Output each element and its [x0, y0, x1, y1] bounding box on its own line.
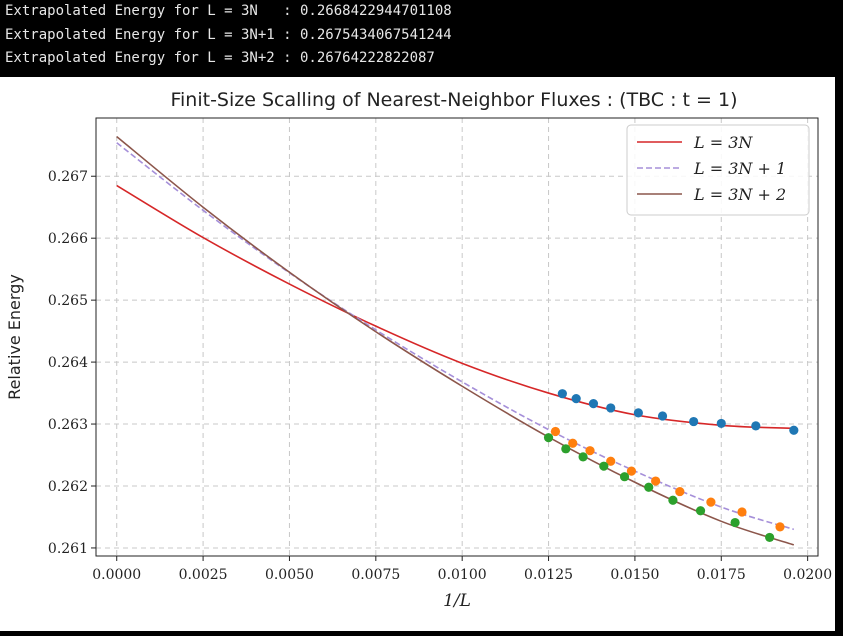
- data-point-series-0: [571, 394, 581, 404]
- console-line-3n2: Extrapolated Energy for L = 3N+2 : 0.267…: [5, 50, 435, 66]
- chart-title: Finit-Size Scalling of Nearest-Neighbor …: [170, 89, 737, 111]
- data-point-series-1: [775, 522, 785, 532]
- legend-label-2: L = 3N + 2: [693, 185, 786, 204]
- x-tick-label: 0.0150: [610, 567, 659, 583]
- data-point-series-2: [668, 495, 678, 505]
- x-tick-label: 0.0050: [265, 567, 314, 583]
- legend-label-1: L = 3N + 1: [693, 159, 786, 178]
- x-tick-label: 0.0175: [697, 567, 746, 583]
- data-point-series-0: [789, 425, 799, 435]
- data-point-series-1: [550, 426, 561, 437]
- x-tick-label: 0.0100: [438, 567, 487, 583]
- data-point-series-0: [557, 389, 567, 399]
- y-tick-label: 0.264: [48, 355, 88, 371]
- x-tick-label: 0.0025: [179, 567, 228, 583]
- data-point-series-0: [689, 416, 699, 427]
- y-tick-label: 0.263: [48, 417, 88, 433]
- ticks: 0.0000 0.0025 0.0050 0.0075 0.0100 0.0125 0.01…: [48, 169, 832, 583]
- data-point-series-1: [675, 486, 685, 497]
- y-axis-label: Relative Energy: [5, 274, 24, 400]
- data-point-series-2: [543, 433, 554, 443]
- y-tick-label: 0.262: [48, 479, 88, 495]
- legend: L = 3N L = 3N + 1 L = 3N + 2: [626, 124, 810, 216]
- data-point-series-1: [606, 456, 616, 466]
- chart-svg: Finit-Size Scalling of Nearest-Neighbor …: [5, 89, 832, 611]
- data-point-series-0: [716, 418, 726, 429]
- plot-frame: [95, 117, 819, 557]
- data-point-series-1: [585, 446, 595, 456]
- console-output: Extrapolated Energy for L = 3N : 0.26684…: [0, 0, 843, 76]
- x-axis-label: 1/L: [443, 591, 471, 611]
- data-point-series-0: [633, 408, 643, 418]
- legend-label-0: L = 3N: [693, 133, 753, 152]
- data-point-series-0: [588, 398, 599, 409]
- data-point-series-1: [568, 438, 578, 448]
- data-point-series-1: [626, 466, 637, 476]
- data-point-series-2: [644, 482, 654, 492]
- data-point-series-1: [737, 507, 747, 517]
- x-tick-label: 0.0200: [783, 567, 832, 583]
- x-tick-label: 0.0075: [351, 567, 400, 583]
- y-tick-label: 0.265: [48, 293, 88, 309]
- data-point-series-2: [695, 506, 706, 516]
- data-point-series-0: [657, 411, 668, 421]
- console-line-3n: Extrapolated Energy for L = 3N : 0.26684…: [5, 3, 452, 19]
- data-point-series-1: [706, 497, 716, 507]
- data-point-series-2: [730, 517, 740, 528]
- y-tick-label: 0.261: [48, 541, 88, 557]
- data-point-series-0: [751, 421, 761, 431]
- console-line-3n1: Extrapolated Energy for L = 3N+1 : 0.267…: [5, 26, 452, 43]
- series-line-2: [116, 135, 795, 546]
- data-point-series-2: [765, 532, 775, 543]
- chart-figure: Finit-Size Scalling of Nearest-Neighbor …: [0, 77, 835, 631]
- data-point-series-2: [619, 472, 630, 482]
- data-point-series-2: [561, 444, 571, 454]
- series-layer: [116, 135, 799, 546]
- data-point-series-0: [606, 403, 616, 413]
- x-tick-label: 0.0000: [92, 567, 141, 583]
- x-tick-label: 0.0125: [524, 567, 573, 583]
- legend-box: [626, 124, 810, 216]
- data-point-series-2: [578, 452, 588, 462]
- series-line-0: [116, 184, 794, 430]
- y-tick-label: 0.266: [48, 231, 88, 247]
- y-tick-label: 0.267: [48, 169, 88, 185]
- data-point-series-2: [599, 461, 609, 471]
- data-point-series-1: [651, 476, 661, 486]
